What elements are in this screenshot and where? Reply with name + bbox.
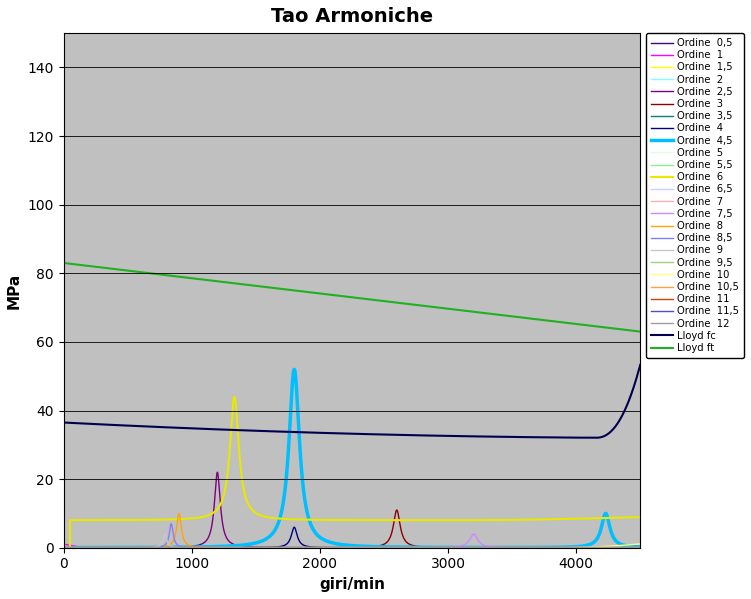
X-axis label: giri/min: giri/min xyxy=(319,577,385,592)
Y-axis label: MPa: MPa xyxy=(7,273,22,308)
Title: Tao Armoniche: Tao Armoniche xyxy=(271,7,433,26)
Legend: Ordine  0,5, Ordine  1, Ordine  1,5, Ordine  2, Ordine  2,5, Ordine  3, Ordine  : Ordine 0,5, Ordine 1, Ordine 1,5, Ordine… xyxy=(646,33,744,358)
